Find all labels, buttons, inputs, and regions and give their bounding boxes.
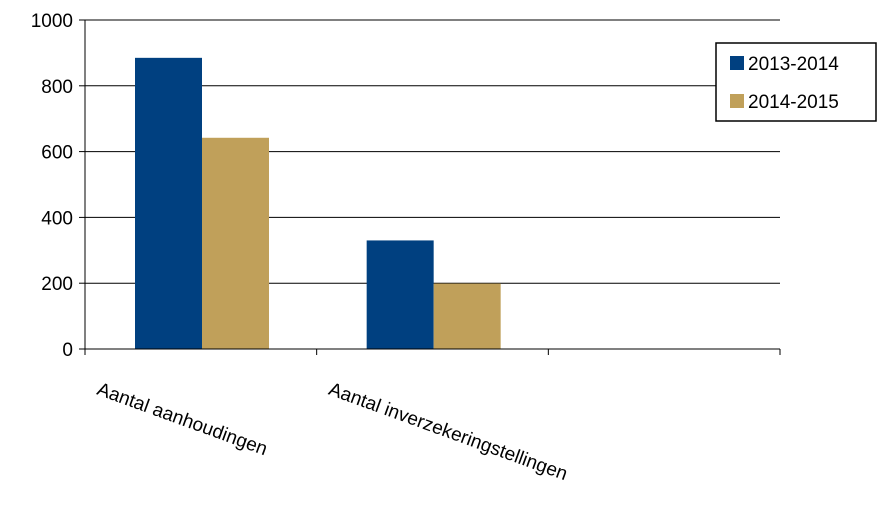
legend-swatch: [730, 94, 744, 108]
bars: [135, 57, 501, 350]
legend-label: 2014-2015: [748, 92, 839, 113]
y-tick-label: 400: [41, 208, 73, 229]
y-tick-label: 0: [62, 340, 73, 361]
bar-2014-2015-1: [202, 137, 269, 349]
bar-2013-2014-2: [366, 240, 434, 349]
y-tick-label: 600: [41, 143, 73, 164]
legend-label: 2013-2014: [748, 54, 839, 75]
legend: 2013-2014 2014-2015: [715, 42, 877, 122]
bar-2014-2015-2: [433, 283, 501, 349]
x-category-label: Aantal aanhoudingen: [94, 379, 270, 460]
y-tick-label: 200: [41, 274, 73, 295]
axis-labels: 0 200 400 600 800 1000 Aantal aanhoudingen Aant…: [31, 11, 570, 485]
legend-swatch: [730, 56, 744, 70]
y-tick-label: 1000: [31, 11, 73, 32]
x-category-label: Aantal inverzekeringstellingen: [326, 379, 570, 485]
bar-2013-2014-1: [135, 57, 202, 350]
axes: [79, 19, 781, 355]
y-tick-label: 800: [41, 77, 73, 98]
